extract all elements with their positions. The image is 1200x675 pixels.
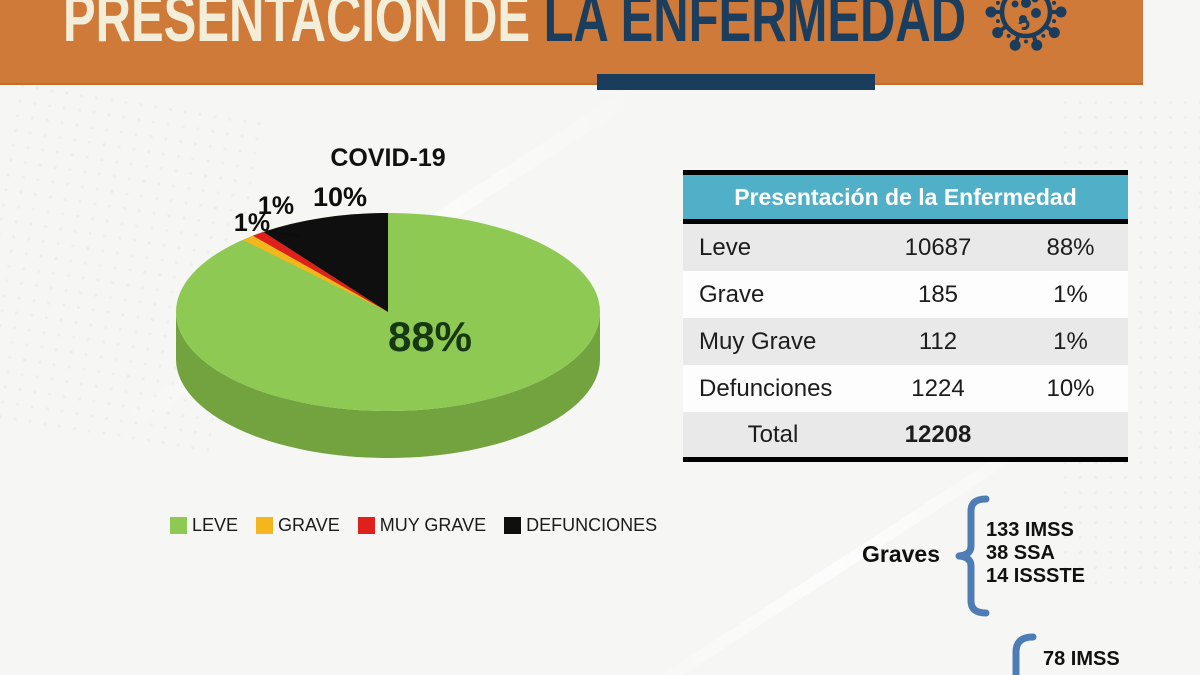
legend-swatch-icon: [357, 516, 375, 534]
pie-chart: [176, 213, 600, 458]
table-cell: Defunciones: [699, 374, 833, 402]
table-cell: Grave: [699, 280, 765, 308]
legend-label: GRAVE: [278, 515, 340, 535]
table-body: Leve 10687 88% Grave 185 1% Muy Grave 112 1% Defu…: [683, 224, 1128, 412]
table-cell: Leve: [699, 233, 752, 261]
legend-label: DEFUNCIONES: [526, 515, 658, 535]
slide-title: PRESENTACIÓN DE LA ENFERMEDAD: [63, 0, 966, 57]
graves-label: Graves: [862, 541, 941, 567]
table-cell: 10%: [1046, 374, 1095, 402]
legend-label: LEVE: [192, 515, 239, 535]
table-row: Muy Grave 112 1%: [683, 318, 1128, 365]
graves-list: 133 IMSS 38 SSA 14 ISSSTE: [986, 519, 1085, 588]
legend-item: GRAVE: [256, 515, 340, 535]
coronavirus-icon: [985, 0, 1067, 51]
table-row: Leve 10687 88%: [683, 224, 1128, 271]
pie-label-grave: 1%: [233, 209, 271, 237]
pie-label-muy-grave: 1%: [257, 192, 295, 220]
legend-swatch-icon: [170, 516, 187, 534]
chart-title: COVID-19: [330, 144, 446, 172]
legend-item: MUY GRAVE: [357, 515, 487, 535]
pie-slice-grave: [242, 235, 388, 312]
table-cell: 10687: [904, 233, 972, 261]
table-row: Defunciones 1224 10%: [683, 365, 1128, 412]
table-title: Presentación de la Enfermedad: [683, 175, 1128, 224]
bottom-partial-item: 78 IMSS: [1043, 648, 1120, 670]
total-label: Total: [747, 420, 799, 448]
graves-item: 133 IMSS: [986, 519, 1074, 541]
legend-item: DEFUNCIONES: [504, 515, 657, 535]
table-row: Grave 185 1%: [683, 271, 1128, 318]
slide-title-light: PRESENTACIÓN DE: [63, 0, 544, 56]
total-value: 12208: [904, 420, 972, 448]
pie-label-leve: 88%: [387, 313, 473, 360]
table-total-row: Total 12208: [683, 412, 1128, 457]
graves-item: 38 SSA: [986, 542, 1055, 564]
pie-legend: LEVE GRAVE MUY GRAVE DEFUNCIONES: [170, 515, 675, 535]
table-cell: 1224: [911, 374, 965, 402]
legend-item: LEVE: [170, 515, 238, 535]
header-accent-bar: [597, 74, 875, 90]
bottom-brace-icon: [1012, 633, 1037, 675]
slide-title-dark: LA ENFERMEDAD: [543, 0, 967, 56]
legend-swatch-icon: [256, 516, 274, 534]
summary-table: Presentación de la Enfermedad Leve 10687 8…: [683, 170, 1128, 462]
table-cell: 88%: [1046, 233, 1095, 261]
legend-label: MUY GRAVE: [379, 515, 487, 535]
header-bar: PRESENTACIÓN DE LA ENFERMEDAD: [0, 0, 1143, 85]
table-cell: 1%: [1053, 327, 1088, 355]
pie-slice-muy-grave: [252, 231, 388, 312]
table-cell: 185: [917, 280, 959, 308]
table-cell: 1%: [1053, 280, 1088, 308]
table-cell: 112: [918, 327, 958, 355]
legend-swatch-icon: [504, 516, 522, 534]
graves-item: 14 ISSSTE: [986, 565, 1085, 587]
table-cell: Muy Grave: [699, 327, 817, 355]
pie-side: [176, 312, 600, 458]
pie-slice-defunciones: [263, 213, 388, 312]
pie-label-defunciones: 10%: [312, 182, 368, 212]
graves-brace-icon: [955, 495, 990, 617]
